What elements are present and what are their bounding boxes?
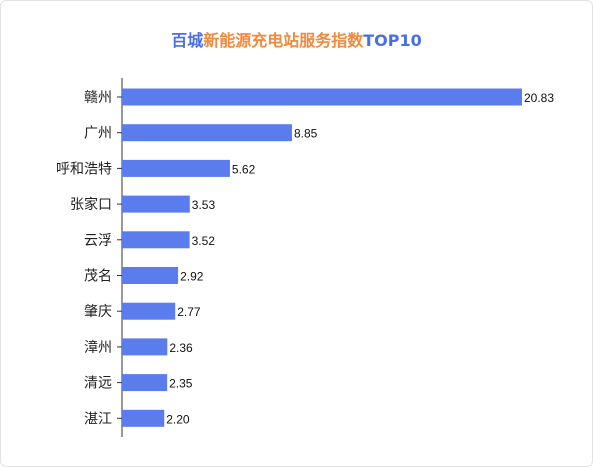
bar bbox=[122, 267, 179, 284]
category-label: 肇庆 bbox=[84, 304, 112, 320]
category-label: 呼和浩特 bbox=[56, 161, 112, 177]
chart-title-part-1: 百城 bbox=[171, 31, 204, 50]
value-label: 2.92 bbox=[180, 270, 204, 284]
bar bbox=[122, 124, 292, 142]
bar bbox=[122, 374, 168, 392]
chart-title: 百城新能源充电站服务指数TOP10 bbox=[0, 27, 593, 51]
bar bbox=[122, 159, 230, 177]
category-label: 清远 bbox=[84, 376, 112, 392]
chart-title-part-2: 新能源充电站服务指数 bbox=[203, 31, 364, 50]
category-label: 茂名 bbox=[84, 268, 112, 285]
value-label: 5.62 bbox=[232, 162, 256, 176]
value-label: 2.35 bbox=[169, 377, 193, 391]
category-label: 张家口 bbox=[70, 196, 112, 213]
bar bbox=[122, 302, 176, 320]
bar bbox=[122, 88, 522, 106]
value-label: 8.85 bbox=[294, 127, 318, 141]
bar bbox=[122, 338, 168, 356]
category-label: 广州 bbox=[84, 126, 112, 142]
value-label: 2.36 bbox=[169, 341, 193, 355]
chart-title-part-3: TOP10 bbox=[363, 31, 422, 50]
bar bbox=[122, 409, 165, 427]
bar bbox=[122, 195, 190, 213]
value-label: 20.83 bbox=[524, 91, 554, 105]
value-label: 3.52 bbox=[192, 234, 216, 248]
bar bbox=[122, 231, 190, 249]
value-label: 2.20 bbox=[166, 412, 190, 426]
category-label: 漳州 bbox=[84, 339, 112, 356]
value-label: 3.53 bbox=[192, 198, 216, 212]
category-label: 赣州 bbox=[84, 90, 112, 106]
category-label: 湛江 bbox=[84, 411, 112, 427]
value-label: 2.77 bbox=[177, 305, 201, 319]
category-label: 云浮 bbox=[84, 233, 112, 249]
